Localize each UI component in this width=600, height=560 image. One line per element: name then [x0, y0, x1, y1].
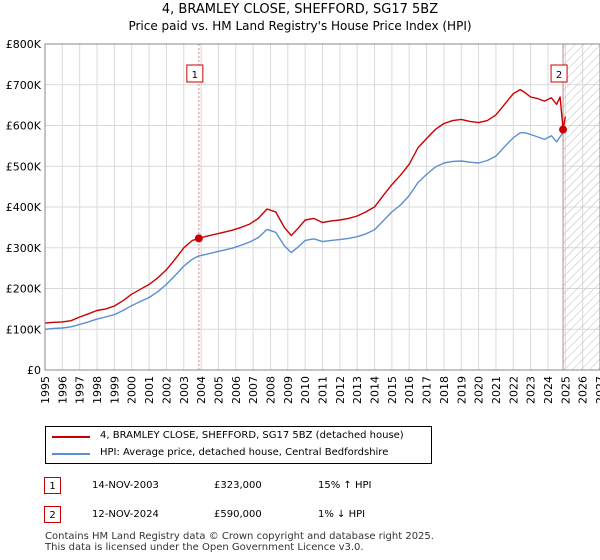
y-tick-label: £500K [6, 160, 42, 173]
y-tick-label: £100K [6, 323, 42, 336]
x-tick-label: 2001 [143, 376, 156, 404]
x-tick-label: 2017 [421, 376, 434, 404]
x-tick-label: 2015 [386, 376, 399, 404]
x-tick-label: 2023 [525, 376, 538, 404]
x-tick-label: 2006 [230, 376, 243, 404]
row-number-badge: 1 [44, 477, 61, 494]
x-tick-label: 2011 [317, 376, 330, 404]
row-number-badge: 2 [44, 506, 61, 523]
legend-label-property: 4, BRAMLEY CLOSE, SHEFFORD, SG17 5BZ (de… [100, 430, 404, 441]
sale-label-number: 2 [556, 70, 562, 81]
row-price: £323,000 [214, 480, 262, 491]
row-date: 12-NOV-2024 [92, 509, 159, 520]
x-tick-label: 2025 [559, 376, 572, 404]
row-hpi-diff: 15% ↑ HPI [318, 480, 372, 491]
x-tick-label: 2010 [299, 376, 312, 404]
x-tick-label: 2019 [455, 376, 468, 404]
sale-label-box [550, 64, 568, 83]
table-row: 2 12-NOV-2024 £590,000 1% ↓ HPI [0, 506, 600, 526]
x-tick-label: 1998 [91, 376, 104, 404]
x-tick-label: 2024 [542, 376, 555, 404]
table-row: 1 14-NOV-2003 £323,000 15% ↑ HPI [0, 477, 600, 497]
x-tick-label: 2009 [282, 376, 295, 404]
plot-frame [44, 43, 600, 371]
x-tick-label: 2016 [403, 376, 416, 404]
footer-copyright: Contains HM Land Registry data © Crown c… [45, 531, 434, 542]
sale-label-number: 1 [192, 70, 198, 81]
y-tick-label: £800K [6, 38, 42, 51]
y-tick-label: £400K [6, 201, 42, 214]
x-tick-label: 2004 [195, 376, 208, 404]
x-tick-label: 2012 [334, 376, 347, 404]
x-tick-label: 2014 [369, 376, 382, 404]
x-tick-label: 2008 [264, 376, 277, 404]
x-tick-label: 1997 [74, 376, 87, 404]
x-tick-label: 2002 [160, 376, 173, 404]
x-tick-label: 2013 [351, 376, 364, 404]
forecast-hatch [563, 44, 600, 370]
legend-label-hpi: HPI: Average price, detached house, Cent… [100, 447, 389, 458]
x-tick-label: 1995 [39, 376, 52, 404]
sale-point [559, 125, 568, 134]
row-date: 14-NOV-2003 [92, 480, 159, 491]
chart-subtitle: Price paid vs. HM Land Registry's House … [128, 19, 472, 33]
y-tick-label: £0 [27, 364, 41, 377]
row-price: £590,000 [214, 509, 262, 520]
y-tick-label: £300K [6, 242, 42, 255]
x-tick-label: 1996 [56, 376, 69, 404]
legend-swatch-hpi [52, 453, 90, 455]
chart-title: 4, BRAMLEY CLOSE, SHEFFORD, SG17 5BZ [161, 2, 439, 17]
sale-label-box [186, 64, 204, 83]
x-tick-label: 2005 [212, 376, 225, 404]
row-hpi-diff: 1% ↓ HPI [318, 509, 366, 520]
legend-swatch-property [52, 436, 90, 438]
y-tick-label: £600K [6, 120, 42, 133]
x-tick-label: 2027 [594, 376, 600, 404]
x-tick-label: 2021 [490, 376, 503, 404]
x-tick-label: 2007 [247, 376, 260, 404]
hpi-line [44, 130, 566, 330]
x-tick-label: 2018 [438, 376, 451, 404]
legend: 4, BRAMLEY CLOSE, SHEFFORD, SG17 5BZ (de… [45, 426, 432, 464]
property-price-line [44, 88, 566, 324]
x-tick-label: 2020 [473, 376, 486, 404]
x-tick-label: 2000 [126, 376, 139, 404]
x-tick-label: 2022 [507, 376, 520, 404]
sale-point [194, 234, 203, 243]
footer-license: This data is licensed under the Open Gov… [45, 542, 364, 553]
x-tick-label: 1999 [108, 376, 121, 404]
x-tick-label: 2003 [178, 376, 191, 404]
y-tick-label: £200K [6, 283, 42, 296]
x-tick-label: 2026 [577, 376, 590, 404]
price-chart: £0 £100K £200K £300K £400K £500K £600K £700K £80… [6, 38, 600, 404]
y-tick-label: £700K [6, 79, 42, 92]
